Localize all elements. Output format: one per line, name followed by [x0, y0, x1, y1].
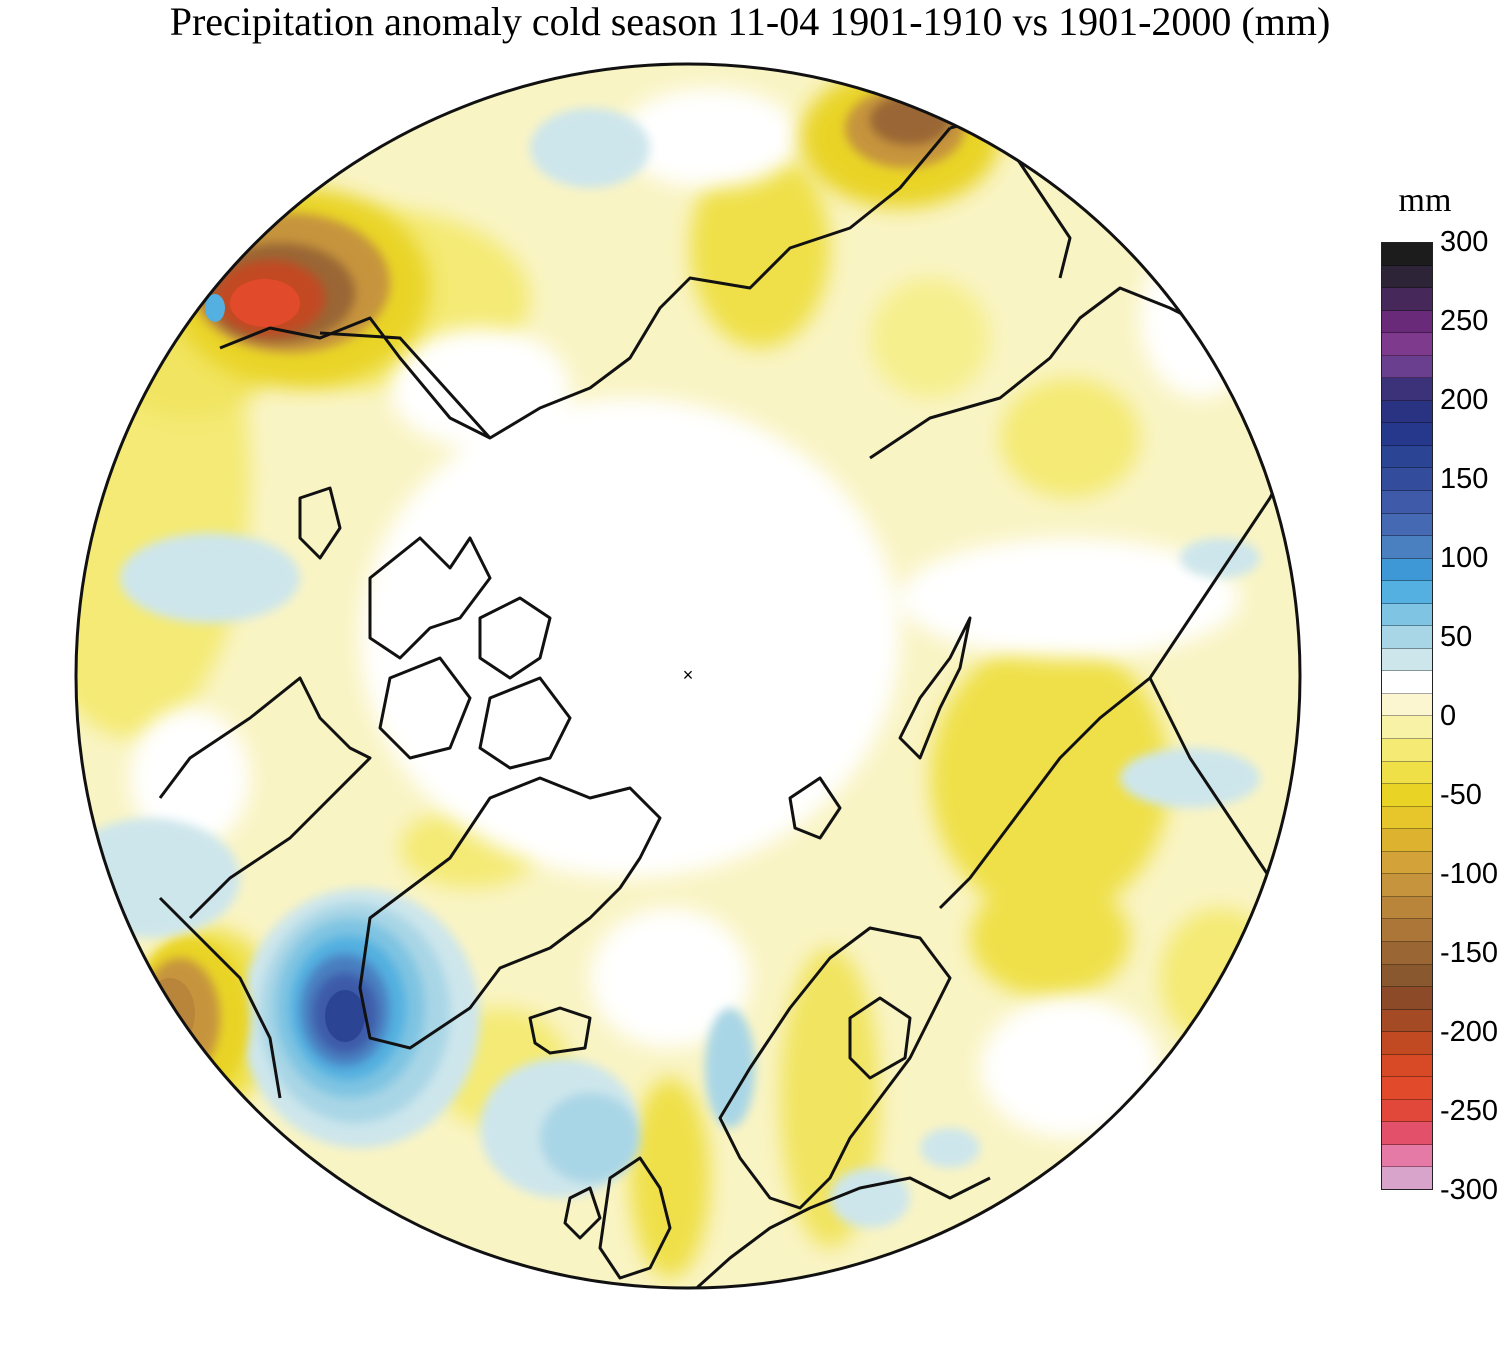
colorbar-tick-label: -300	[1440, 1174, 1499, 1206]
colorbar-swatch	[1382, 829, 1432, 852]
colorbar-swatch	[1382, 536, 1432, 559]
colorbar-swatch	[1382, 558, 1432, 582]
colorbar-swatch	[1382, 784, 1432, 807]
legend-unit-label: mm	[1398, 182, 1452, 219]
colorbar-swatch	[1382, 1099, 1432, 1123]
map-boundary	[74, 62, 1302, 1290]
colorbar-swatch	[1382, 671, 1432, 694]
colorbar-swatch	[1382, 288, 1432, 311]
wet-regions	[76, 108, 1260, 1228]
colorbar-tick-label: 150	[1440, 463, 1489, 495]
colorbar-tick-label: 300	[1440, 226, 1489, 258]
colorbar-tick-label: 100	[1440, 542, 1489, 574]
coastlines	[158, 116, 1300, 1288]
colorbar-tick-label: 0	[1440, 700, 1457, 732]
colorbar-swatch	[1382, 603, 1432, 627]
colorbar-swatch	[1382, 265, 1432, 289]
colorbar-swatch	[1382, 806, 1432, 830]
colorbar-swatch	[1382, 761, 1432, 785]
colorbar-tick-label: -250	[1440, 1095, 1499, 1127]
colorbar-swatch	[1382, 739, 1432, 762]
colorbar-swatch	[1382, 851, 1432, 875]
colorbar-swatch	[1382, 333, 1432, 356]
colorbar-swatch	[1382, 1032, 1432, 1055]
colorbar-swatch	[1382, 423, 1432, 446]
colorbar-swatch	[1382, 987, 1432, 1010]
colorbar-swatch	[1382, 378, 1432, 401]
colorbar-swatch	[1382, 445, 1432, 469]
polar-map-canvas: ×	[74, 62, 1302, 1290]
colorbar-swatch	[1382, 468, 1432, 492]
colorbar-swatch	[1382, 1144, 1432, 1168]
colorbar-swatch	[1382, 693, 1432, 717]
colorbar-swatch	[1382, 874, 1432, 897]
colorbar-tick-label: -200	[1440, 1016, 1499, 1048]
colorbar-tick-label: 250	[1440, 305, 1489, 337]
colorbar-tick-label: -50	[1440, 779, 1482, 811]
colorbar-swatch	[1382, 355, 1432, 379]
wet-core	[240, 888, 480, 1148]
colorbar-swatch	[1382, 941, 1432, 965]
colorbar-swatch	[1382, 581, 1432, 604]
dry-core-alaska	[170, 188, 430, 388]
anomaly-field	[76, 64, 1300, 1288]
colorbar-swatch	[1382, 243, 1432, 266]
colorbar-swatch	[1382, 1009, 1432, 1033]
colorbar-swatch	[1382, 310, 1432, 334]
colorbar-tick-label: -100	[1440, 858, 1499, 890]
polar-map: ×	[70, 58, 1306, 1294]
north-pole-marker: ×	[683, 665, 694, 685]
colorbar-tick-label: -150	[1440, 937, 1499, 969]
map-title: Precipitation anomaly cold season 11-04 …	[169, 0, 1331, 44]
colorbar-swatch	[1382, 896, 1432, 920]
colorbar-swatch	[1382, 513, 1432, 537]
colorbar-swatch	[1382, 1054, 1432, 1078]
colorbar-swatch	[1382, 1167, 1432, 1189]
colorbar-tick-label: 50	[1440, 621, 1473, 653]
colorbar-swatch	[1382, 964, 1432, 988]
colorbar-swatch	[1382, 716, 1432, 740]
colorbar-tick-label: 200	[1440, 384, 1489, 416]
colorbar-swatch	[1382, 1077, 1432, 1100]
colorbar	[1381, 242, 1433, 1190]
colorbar-swatch	[1382, 491, 1432, 514]
colorbar-swatch	[1382, 919, 1432, 942]
colorbar-swatch	[1382, 1122, 1432, 1145]
colorbar-swatch	[1382, 626, 1432, 649]
colorbar-swatch	[1382, 648, 1432, 672]
colorbar-swatch	[1382, 400, 1432, 424]
